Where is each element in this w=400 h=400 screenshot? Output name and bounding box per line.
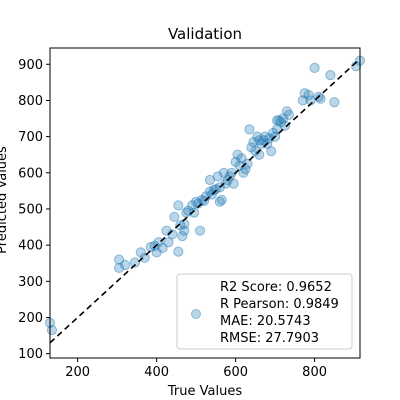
data-point	[248, 136, 259, 148]
data-point	[114, 254, 125, 265]
data-point	[114, 262, 125, 274]
data-point	[208, 185, 219, 196]
data-point	[173, 200, 184, 211]
data-point	[151, 247, 162, 258]
data-point	[271, 115, 283, 126]
data-point	[187, 200, 198, 211]
y-tick-label: 900	[18, 58, 43, 73]
data-points	[44, 55, 366, 336]
data-point	[214, 196, 225, 207]
data-point	[179, 219, 190, 230]
data-point	[266, 145, 277, 157]
data-point	[299, 88, 310, 99]
data-point	[175, 220, 186, 231]
data-point	[224, 171, 235, 182]
y-tick-label: 700	[18, 130, 43, 145]
data-point	[129, 257, 141, 268]
legend-box	[176, 273, 353, 350]
data-point	[210, 183, 221, 195]
data-point	[281, 106, 293, 117]
data-point	[119, 259, 131, 271]
data-point	[309, 62, 320, 73]
data-point	[303, 89, 314, 101]
data-point	[273, 115, 285, 126]
data-point	[325, 70, 336, 81]
data-point	[157, 242, 168, 254]
data-point	[258, 135, 269, 146]
data-point	[236, 153, 247, 164]
legend-line-rmse: RMSE: 27.7903	[220, 331, 319, 346]
data-point	[194, 225, 206, 236]
x-tick-label: 800	[302, 365, 327, 380]
reference-line	[49, 58, 361, 344]
chart-title: Validation	[168, 25, 242, 43]
data-point	[216, 194, 227, 206]
y-axis-label: Predicted Values	[0, 146, 10, 254]
data-point	[149, 240, 160, 251]
y-tick-label: 200	[18, 311, 43, 326]
data-point	[135, 247, 146, 258]
legend-line-pearson: R Pearson: 0.9849	[220, 297, 339, 312]
data-point	[244, 124, 255, 135]
data-point	[163, 237, 174, 248]
data-point	[277, 113, 289, 124]
data-point	[283, 109, 295, 121]
data-point	[297, 95, 308, 106]
data-point	[238, 167, 249, 178]
data-point	[260, 131, 271, 142]
data-point	[220, 178, 231, 189]
data-point	[254, 135, 265, 146]
legend-marker	[191, 309, 201, 319]
y-tick-label: 500	[18, 202, 43, 217]
data-point	[252, 131, 263, 142]
x-tick-label: 200	[65, 365, 90, 380]
y-tick-label: 300	[18, 275, 43, 290]
data-point	[139, 252, 150, 263]
y-tick-label: 100	[18, 347, 43, 362]
y-tick-label: 400	[18, 239, 43, 254]
y-tick-label: 600	[18, 166, 43, 181]
data-point	[228, 178, 239, 189]
data-point	[218, 167, 229, 178]
data-point	[191, 196, 202, 207]
legend-line-r2: R2 Score: 0.9652	[220, 280, 332, 295]
data-point	[275, 117, 287, 128]
y-tick-label: 800	[18, 94, 43, 109]
data-point	[246, 142, 257, 153]
data-point	[46, 325, 58, 336]
legend-line-mae: MAE: 20.5743	[220, 314, 311, 329]
data-point	[242, 158, 253, 169]
data-point	[279, 120, 291, 131]
data-point	[189, 207, 200, 218]
legend: R2 Score: 0.9652 R Pearson: 0.9849 MAE: …	[176, 273, 353, 350]
data-point	[177, 230, 188, 242]
data-point	[329, 97, 340, 108]
data-point	[212, 171, 223, 182]
data-point	[173, 246, 184, 257]
plot-frame	[49, 47, 361, 359]
x-tick-label: 600	[223, 365, 248, 380]
axis-ticks: 200 400 600 800 100 200 300 400 500 600 700 800 900	[18, 58, 327, 380]
data-point	[204, 174, 216, 186]
data-point	[179, 225, 190, 236]
x-tick-label: 400	[144, 365, 169, 380]
data-point	[169, 211, 180, 223]
data-point	[230, 156, 241, 168]
data-point	[232, 149, 243, 160]
x-axis-label: True Values	[167, 384, 242, 399]
